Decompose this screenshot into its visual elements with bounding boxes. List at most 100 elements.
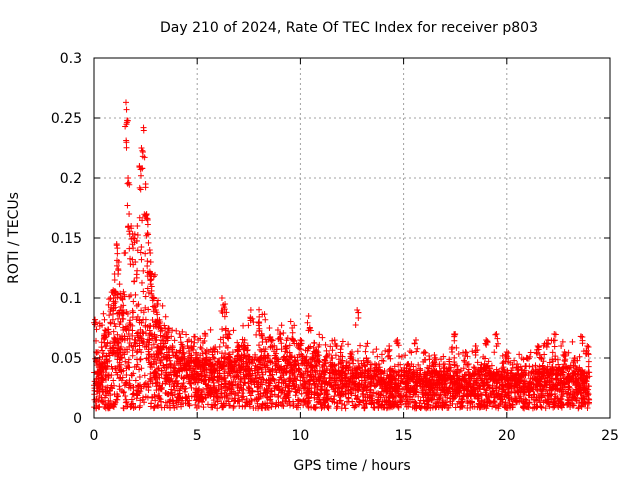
data-point	[132, 291, 139, 298]
data-point	[140, 127, 147, 134]
data-point	[370, 349, 377, 356]
data-point	[421, 349, 428, 355]
data-point	[201, 330, 208, 337]
data-point	[224, 394, 231, 401]
data-point	[529, 363, 536, 370]
data-point	[338, 343, 345, 349]
data-point	[411, 340, 418, 347]
data-point	[171, 337, 178, 344]
data-point	[235, 343, 242, 349]
data-point	[296, 397, 303, 404]
data-point	[256, 313, 263, 320]
data-point	[150, 341, 157, 348]
data-point	[122, 358, 129, 365]
data-point	[545, 341, 552, 348]
data-point	[349, 398, 356, 405]
data-point	[278, 340, 285, 347]
data-point	[98, 344, 105, 351]
data-point	[527, 349, 534, 356]
data-point	[552, 331, 559, 338]
data-point	[162, 313, 169, 320]
data-point	[137, 356, 144, 363]
data-point	[220, 339, 227, 346]
data-point	[357, 342, 364, 349]
data-point	[173, 327, 180, 334]
data-point	[485, 358, 492, 365]
data-point	[132, 377, 139, 384]
data-point	[332, 352, 339, 359]
data-point	[138, 244, 145, 251]
data-point	[141, 399, 148, 406]
data-point	[463, 349, 470, 356]
data-point	[364, 340, 371, 347]
data-point	[99, 347, 106, 354]
data-point	[113, 242, 120, 249]
data-point	[266, 325, 273, 331]
chart-title: Day 210 of 2024, Rate Of TEC Index for r…	[160, 20, 538, 36]
data-point	[146, 247, 153, 253]
x-axis-label: GPS time / hours	[293, 458, 410, 474]
data-point	[218, 295, 225, 301]
y-axis-label: ROTI / TECUs	[6, 192, 22, 284]
data-point	[123, 372, 130, 379]
data-point	[122, 99, 129, 106]
data-point	[158, 404, 165, 411]
data-point	[177, 334, 184, 341]
data-point	[125, 224, 132, 231]
data-point	[576, 353, 583, 360]
data-point	[144, 221, 151, 228]
data-point	[145, 239, 152, 246]
data-point	[482, 355, 489, 362]
data-point	[141, 343, 148, 350]
data-point	[133, 271, 140, 278]
data-point	[455, 350, 462, 357]
y-tick-label: 0.3	[60, 51, 82, 67]
data-point	[584, 405, 591, 412]
data-point	[120, 324, 127, 331]
data-point	[136, 319, 143, 326]
y-tick-label: 0.2	[60, 171, 82, 187]
data-point	[123, 144, 130, 151]
data-point	[115, 271, 122, 278]
data-point	[136, 374, 143, 381]
data-point	[565, 349, 572, 356]
data-point	[345, 341, 352, 348]
data-point	[211, 355, 218, 362]
data-point	[178, 403, 185, 410]
data-point	[391, 375, 398, 382]
data-point	[144, 258, 151, 265]
data-point	[414, 345, 421, 352]
data-point	[551, 343, 558, 350]
data-point	[138, 145, 145, 151]
data-point	[464, 361, 471, 368]
data-point	[403, 403, 410, 410]
data-point	[342, 405, 349, 412]
data-point	[283, 337, 290, 344]
data-point	[109, 316, 116, 323]
data-point	[316, 377, 323, 384]
data-point	[549, 349, 556, 356]
data-point	[111, 277, 118, 284]
data-points	[90, 99, 593, 412]
x-tick-label: 10	[291, 428, 309, 444]
data-point	[561, 357, 568, 364]
data-point	[287, 402, 294, 409]
data-point	[129, 307, 136, 314]
data-point	[305, 313, 312, 319]
data-point	[121, 250, 128, 257]
data-point	[234, 398, 241, 405]
data-point	[374, 353, 381, 360]
data-point	[139, 148, 146, 155]
data-point	[169, 327, 176, 334]
data-point	[331, 393, 338, 400]
data-point	[219, 326, 226, 333]
data-point	[137, 355, 144, 362]
data-point	[157, 350, 164, 357]
data-point	[129, 327, 136, 334]
data-point	[253, 331, 260, 338]
data-point	[355, 315, 362, 322]
data-point	[101, 316, 108, 323]
data-point	[159, 302, 166, 309]
x-tick-label: 25	[601, 428, 619, 444]
